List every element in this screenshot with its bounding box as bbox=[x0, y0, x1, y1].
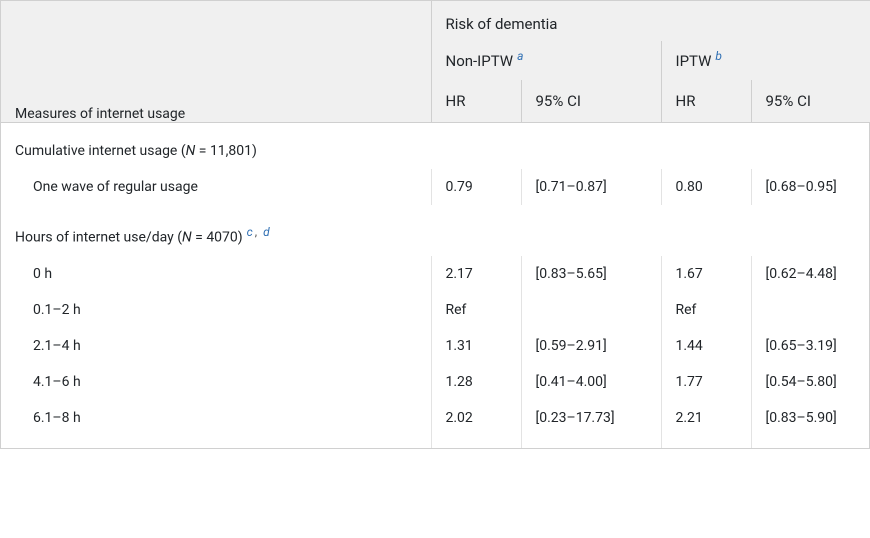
cell-hr-iptw: 1.67 bbox=[661, 256, 751, 292]
col-header-hr-2: HR bbox=[676, 92, 696, 110]
header-overall: Risk of dementia bbox=[446, 15, 558, 33]
cell-hr-noniptw: 2.02 bbox=[431, 400, 521, 448]
col-header-measure: Measures of internet usage bbox=[15, 106, 185, 122]
cell-hr-noniptw: 0.79 bbox=[431, 169, 521, 205]
table-row: 2.1–4 h1.31[0.59–2.91]1.44[0.65–3.19] bbox=[1, 328, 870, 364]
header-group-noniptw: Non-IPTW bbox=[446, 52, 514, 70]
cell-hr-iptw: 1.44 bbox=[661, 328, 751, 364]
cell-hr-noniptw: 2.17 bbox=[431, 256, 521, 292]
row-label: 0 h bbox=[1, 256, 431, 292]
cell-hr-iptw: 2.21 bbox=[661, 400, 751, 448]
cell-ci-noniptw: [0.41–4.00] bbox=[521, 364, 661, 400]
cell-ci-iptw bbox=[751, 292, 870, 328]
row-label: 0.1–2 h bbox=[1, 292, 431, 328]
table-row: 4.1–6 h1.28[0.41–4.00]1.77[0.54–5.80] bbox=[1, 364, 870, 400]
section-header: Hours of internet use/day (N = 4070)c,d bbox=[1, 205, 870, 256]
cell-ci-noniptw: [0.23–17.73] bbox=[521, 400, 661, 448]
table-row: 0.1–2 hRefRef bbox=[1, 292, 870, 328]
footnote-a-link[interactable]: a bbox=[513, 49, 523, 63]
cell-ci-iptw: [0.62–4.48] bbox=[751, 256, 870, 292]
cell-ci-noniptw: [0.59–2.91] bbox=[521, 328, 661, 364]
row-label: 6.1–8 h bbox=[1, 400, 431, 448]
cell-ci-iptw: [0.83–5.90] bbox=[751, 400, 870, 448]
row-label: 4.1–6 h bbox=[1, 364, 431, 400]
col-header-ci-1: 95% CI bbox=[536, 92, 581, 110]
col-header-hr-1: HR bbox=[446, 92, 466, 110]
table-body: Cumulative internet usage (N = 11,801)On… bbox=[1, 123, 870, 448]
cell-ci-noniptw: [0.83–5.65] bbox=[521, 256, 661, 292]
results-table: Measures of internet usage Risk of demen… bbox=[0, 0, 870, 449]
cell-hr-noniptw: 1.31 bbox=[431, 328, 521, 364]
section-header: Cumulative internet usage (N = 11,801) bbox=[1, 123, 870, 170]
cell-hr-iptw: Ref bbox=[661, 292, 751, 328]
table-header: Measures of internet usage Risk of demen… bbox=[1, 1, 870, 123]
table-row: One wave of regular usage0.79[0.71–0.87]… bbox=[1, 169, 870, 205]
footnote-d-link[interactable]: d bbox=[259, 225, 270, 239]
cell-ci-iptw: [0.65–3.19] bbox=[751, 328, 870, 364]
table-row: 0 h2.17[0.83–5.65]1.67[0.62–4.48] bbox=[1, 256, 870, 292]
cell-ci-noniptw: [0.71–0.87] bbox=[521, 169, 661, 205]
cell-hr-iptw: 1.77 bbox=[661, 364, 751, 400]
table: Measures of internet usage Risk of demen… bbox=[1, 1, 870, 448]
row-label: One wave of regular usage bbox=[1, 169, 431, 205]
header-group-iptw: IPTW bbox=[676, 52, 712, 70]
cell-hr-noniptw: 1.28 bbox=[431, 364, 521, 400]
cell-hr-iptw: 0.80 bbox=[661, 169, 751, 205]
row-label: 2.1–4 h bbox=[1, 328, 431, 364]
footnote-b-link[interactable]: b bbox=[711, 49, 722, 63]
col-header-ci-2: 95% CI bbox=[766, 92, 811, 110]
cell-hr-noniptw: Ref bbox=[431, 292, 521, 328]
cell-ci-iptw: [0.68–0.95] bbox=[751, 169, 870, 205]
footnote-c-link[interactable]: c bbox=[243, 225, 253, 239]
table-row: 6.1–8 h2.02[0.23–17.73]2.21[0.83–5.90] bbox=[1, 400, 870, 448]
cell-ci-noniptw bbox=[521, 292, 661, 328]
cell-ci-iptw: [0.54–5.80] bbox=[751, 364, 870, 400]
